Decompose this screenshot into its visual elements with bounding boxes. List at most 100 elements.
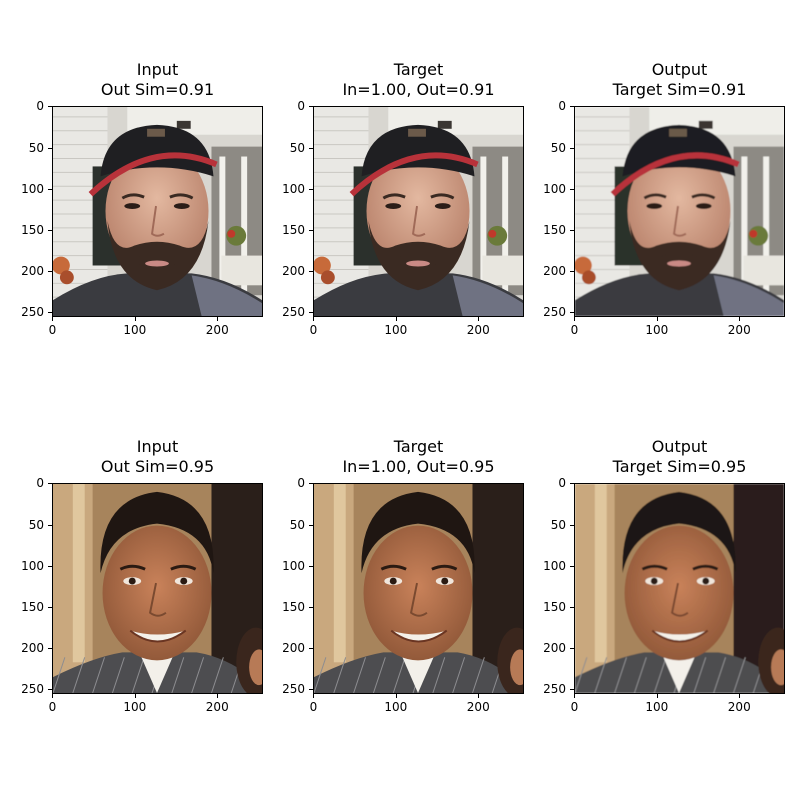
y-tick-label: 0 xyxy=(297,99,305,114)
panel-title: Input xyxy=(136,60,179,79)
y-tick-label: 200 xyxy=(282,264,305,279)
face-image xyxy=(52,106,263,317)
x-tick-mark xyxy=(395,694,397,698)
x-tick-label: 100 xyxy=(384,700,408,714)
x-tick-label: 100 xyxy=(645,323,669,337)
face-image xyxy=(574,106,785,317)
y-tick-label: 50 xyxy=(28,517,44,532)
y-tick-label: 150 xyxy=(543,600,566,615)
x-tick-mark xyxy=(478,317,480,321)
y-tick-mark xyxy=(309,483,313,485)
x-tick-mark xyxy=(217,694,219,698)
y-tick-label: 250 xyxy=(21,305,44,320)
y-tick-label: 100 xyxy=(282,558,305,573)
x-tick-label: 100 xyxy=(384,323,408,337)
y-tick-label: 0 xyxy=(36,476,44,491)
panel-title: Target xyxy=(393,437,444,456)
y-tick-mark xyxy=(48,483,52,485)
x-tick-mark xyxy=(52,694,54,698)
y-tick-mark xyxy=(48,147,52,149)
panel-subtitle: Out Sim=0.91 xyxy=(100,80,215,99)
y-tick-label: 150 xyxy=(543,223,566,238)
y-tick-mark xyxy=(48,312,52,314)
panel-title: Input xyxy=(136,437,179,456)
x-tick-label: 0 xyxy=(309,323,318,337)
image-panel-2: Target In=1.00, Out=0.91 xyxy=(282,60,553,360)
x-tick-mark xyxy=(313,694,315,698)
y-tick-mark xyxy=(309,524,313,526)
x-tick-mark xyxy=(739,317,741,321)
x-tick-mark xyxy=(52,317,54,321)
x-tick-label: 0 xyxy=(570,323,579,337)
y-tick-mark xyxy=(309,607,313,609)
y-tick-label: 0 xyxy=(36,99,44,114)
x-tick-label: 200 xyxy=(205,323,229,337)
y-tick-label: 100 xyxy=(543,558,566,573)
y-tick-mark xyxy=(570,271,574,273)
image-panel-6: Output Target Sim=0.95 xyxy=(543,437,800,737)
panel-subtitle: In=1.00, Out=0.95 xyxy=(342,457,495,476)
x-tick-label: 200 xyxy=(727,700,751,714)
y-tick-mark xyxy=(48,188,52,190)
y-tick-label: 100 xyxy=(282,181,305,196)
x-tick-label: 100 xyxy=(123,323,147,337)
x-tick-mark xyxy=(134,694,136,698)
y-tick-mark xyxy=(570,689,574,691)
y-tick-label: 250 xyxy=(543,305,566,320)
y-tick-label: 150 xyxy=(282,600,305,615)
y-tick-mark xyxy=(48,689,52,691)
y-tick-mark xyxy=(570,312,574,314)
y-tick-mark xyxy=(309,188,313,190)
y-tick-mark xyxy=(570,524,574,526)
x-tick-mark xyxy=(656,317,658,321)
y-tick-mark xyxy=(48,230,52,232)
y-tick-label: 150 xyxy=(21,600,44,615)
y-tick-label: 0 xyxy=(297,476,305,491)
y-tick-label: 150 xyxy=(21,223,44,238)
y-tick-mark xyxy=(309,147,313,149)
y-tick-mark xyxy=(48,648,52,650)
y-tick-mark xyxy=(48,565,52,567)
panel-title: Output xyxy=(651,60,708,79)
x-tick-mark xyxy=(478,694,480,698)
x-tick-mark xyxy=(574,317,576,321)
panel-subtitle: Target Sim=0.91 xyxy=(612,80,747,99)
x-tick-label: 0 xyxy=(48,700,57,714)
y-tick-label: 50 xyxy=(28,140,44,155)
x-tick-label: 200 xyxy=(466,700,490,714)
x-tick-mark xyxy=(739,694,741,698)
y-tick-mark xyxy=(48,524,52,526)
face-image xyxy=(574,483,785,694)
y-tick-label: 50 xyxy=(289,517,305,532)
x-tick-label: 100 xyxy=(645,700,669,714)
y-tick-label: 200 xyxy=(21,264,44,279)
image-panel-4: Input Out Sim=0.95 xyxy=(21,437,292,737)
y-tick-mark xyxy=(570,188,574,190)
x-tick-mark xyxy=(656,694,658,698)
panel-subtitle: In=1.00, Out=0.91 xyxy=(342,80,495,99)
x-tick-label: 200 xyxy=(205,700,229,714)
panel-title: Target xyxy=(393,60,444,79)
y-tick-mark xyxy=(309,230,313,232)
x-tick-label: 0 xyxy=(48,323,57,337)
y-tick-mark xyxy=(309,106,313,108)
x-tick-label: 100 xyxy=(123,700,147,714)
y-tick-label: 200 xyxy=(543,264,566,279)
y-tick-label: 200 xyxy=(543,641,566,656)
x-tick-label: 0 xyxy=(309,700,318,714)
y-tick-mark xyxy=(48,106,52,108)
x-tick-mark xyxy=(134,317,136,321)
y-tick-mark xyxy=(48,607,52,609)
y-tick-mark xyxy=(570,565,574,567)
y-tick-mark xyxy=(309,312,313,314)
panel-title: Output xyxy=(651,437,708,456)
y-tick-mark xyxy=(570,230,574,232)
x-tick-mark xyxy=(313,317,315,321)
y-tick-label: 100 xyxy=(543,181,566,196)
y-tick-label: 50 xyxy=(289,140,305,155)
y-tick-label: 250 xyxy=(543,682,566,697)
y-tick-label: 200 xyxy=(282,641,305,656)
panel-subtitle: Target Sim=0.95 xyxy=(612,457,747,476)
y-tick-mark xyxy=(570,483,574,485)
face-image xyxy=(313,483,524,694)
